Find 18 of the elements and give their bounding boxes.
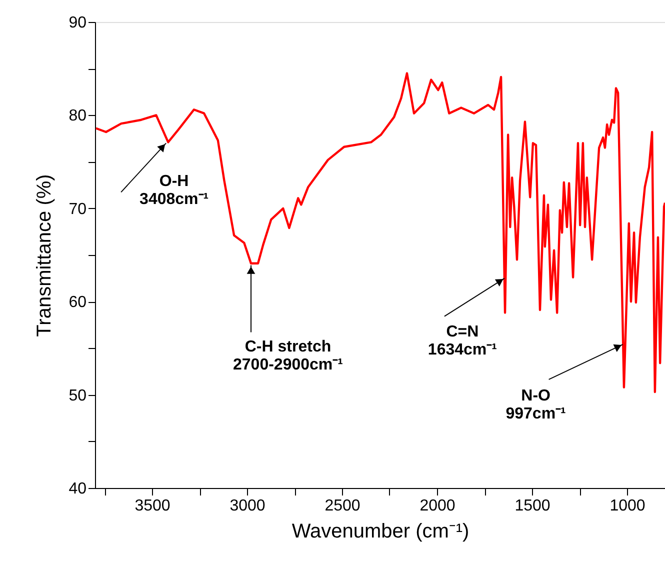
y-tick-label: 90 [68, 14, 87, 32]
annotation: C=N 1634cm⁻¹ [428, 323, 497, 358]
x-tick-label: 1000 [610, 498, 646, 514]
y-tick-label: 70 [68, 200, 87, 218]
y-tick-label: 80 [68, 108, 87, 125]
y-tick-label: 40 [68, 480, 87, 498]
x-tick-label: 3500 [134, 498, 170, 514]
y-tick-label: 50 [68, 387, 87, 404]
annotation: N-O 997cm⁻¹ [506, 387, 566, 422]
annotation: C-H stretch 2700-2900cm⁻¹ [233, 338, 343, 374]
x-axis-title: Wavenumber (cm⁻¹) [292, 520, 470, 542]
y-tick-label: 60 [68, 294, 87, 312]
x-tick-label: 1500 [514, 498, 550, 514]
annotation: O-H 3408cm⁻¹ [140, 173, 209, 208]
x-tick-label: 2500 [324, 498, 360, 514]
x-tick-label: 3000 [230, 498, 266, 514]
x-tick-label: 2000 [420, 498, 456, 514]
y-axis-title: Transmittance (%) [34, 174, 56, 337]
